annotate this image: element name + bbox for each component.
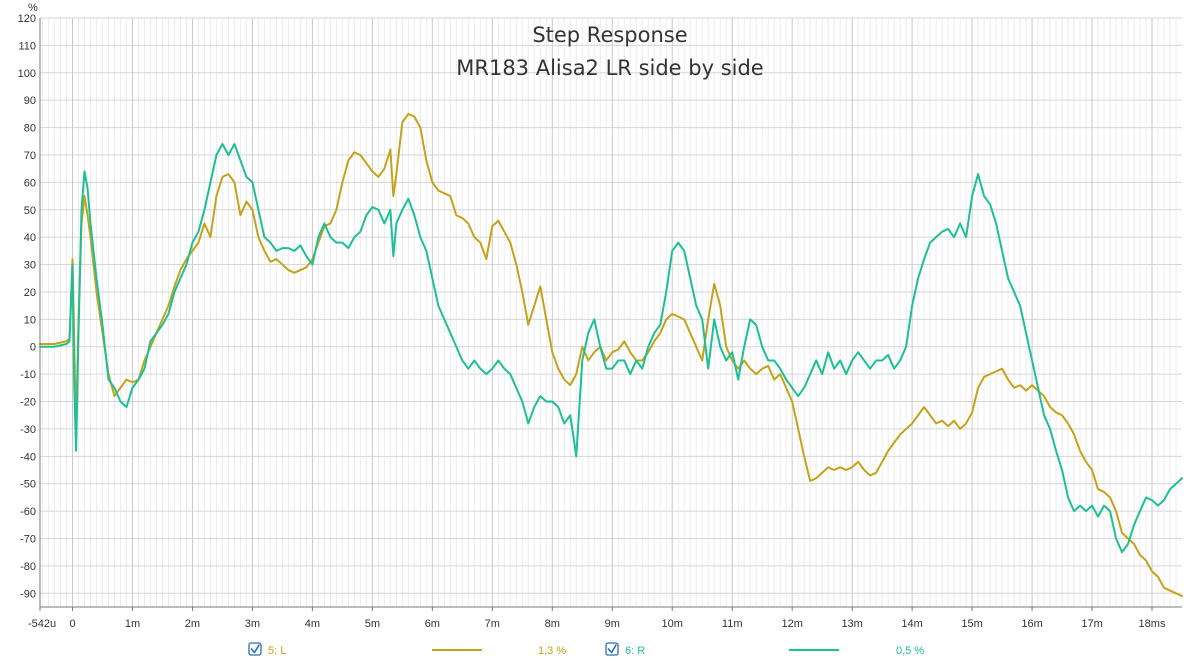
- y-tick-label: 30: [24, 260, 36, 272]
- legend-right-value: 0,5 %: [896, 645, 924, 657]
- y-tick-labels: 1201101009080706050403020100-10-20-30-40…: [18, 13, 36, 600]
- x-tick-label: 12m: [781, 618, 802, 630]
- y-tick-label: 40: [24, 232, 36, 244]
- y-tick-label: 110: [18, 40, 36, 52]
- x-tick-label: 18ms: [1139, 618, 1166, 630]
- x-tick-label: 17m: [1081, 618, 1102, 630]
- y-tick-label: -70: [20, 534, 36, 546]
- x-tick-label: 5m: [365, 618, 380, 630]
- y-tick-label: -40: [20, 451, 36, 463]
- checkmark-icon: [607, 644, 617, 654]
- axes-layer: [39, 18, 1182, 608]
- series-layer: [39, 112, 1183, 598]
- x-tick-label: -542u: [28, 618, 56, 630]
- x-tick-labels: -542u 0 1m 2m 3m 4m 5m 6m 7m 8m 9m 10m 11m 12m 13m 14m 1…: [28, 607, 1166, 630]
- y-tick-label: -50: [20, 479, 36, 491]
- x-tick-label: 13m: [841, 618, 862, 630]
- y-tick-label: 0: [30, 342, 36, 354]
- y-tick-label: -90: [20, 588, 36, 600]
- legend: 5: L 1,3 % 6: R 0,5 %: [248, 642, 924, 657]
- y-tick-label: 70: [24, 150, 36, 162]
- y-axis-unit-label: %: [28, 2, 38, 14]
- y-tick-label: -30: [20, 424, 36, 436]
- x-tick-label: 7m: [485, 618, 500, 630]
- y-tick-label: 100: [18, 68, 36, 80]
- y-tick-label: 60: [24, 177, 36, 189]
- legend-left-name: 5: L: [268, 645, 286, 657]
- y-tick-label: 120: [18, 13, 36, 25]
- chart-title: Step Response: [532, 23, 687, 47]
- y-tick-label: -10: [20, 369, 36, 381]
- x-tick-label: 9m: [605, 618, 620, 630]
- legend-right-name: 6: R: [625, 645, 645, 657]
- x-tick-label: 10m: [662, 618, 683, 630]
- x-tick-label: 8m: [545, 618, 560, 630]
- y-tick-label: 90: [24, 95, 36, 107]
- series-line-right: [39, 143, 1183, 554]
- y-tick-label: -80: [20, 561, 36, 573]
- x-tick-label: 14m: [901, 618, 922, 630]
- x-tick-label: 15m: [961, 618, 982, 630]
- x-tick-label: 0: [69, 618, 75, 630]
- y-tick-label: -60: [20, 506, 36, 518]
- x-tick-label: 1m: [125, 618, 140, 630]
- y-tick-label: 80: [24, 123, 36, 135]
- x-tick-label: 2m: [185, 618, 200, 630]
- x-tick-label: 11m: [722, 618, 743, 630]
- y-tick-label: 20: [24, 287, 36, 299]
- legend-left-value: 1,3 %: [538, 645, 566, 657]
- chart-subtitle: MR183 Alisa2 LR side by side: [456, 56, 763, 80]
- x-tick-label: 16m: [1021, 618, 1042, 630]
- y-tick-label: 10: [24, 314, 36, 326]
- x-tick-label: 4m: [305, 618, 320, 630]
- minor-grid: [42, 18, 1177, 607]
- checkmark-icon: [250, 644, 260, 654]
- y-tick-label: -20: [20, 397, 36, 409]
- x-tick-label: 6m: [425, 618, 440, 630]
- major-grid: [40, 17, 1182, 607]
- x-tick-label: 3m: [245, 618, 260, 630]
- legend-item-left[interactable]: 5: L 1,3 %: [248, 642, 566, 657]
- y-tick-label: 50: [24, 205, 36, 217]
- legend-item-right[interactable]: 6: R 0,5 %: [605, 642, 924, 657]
